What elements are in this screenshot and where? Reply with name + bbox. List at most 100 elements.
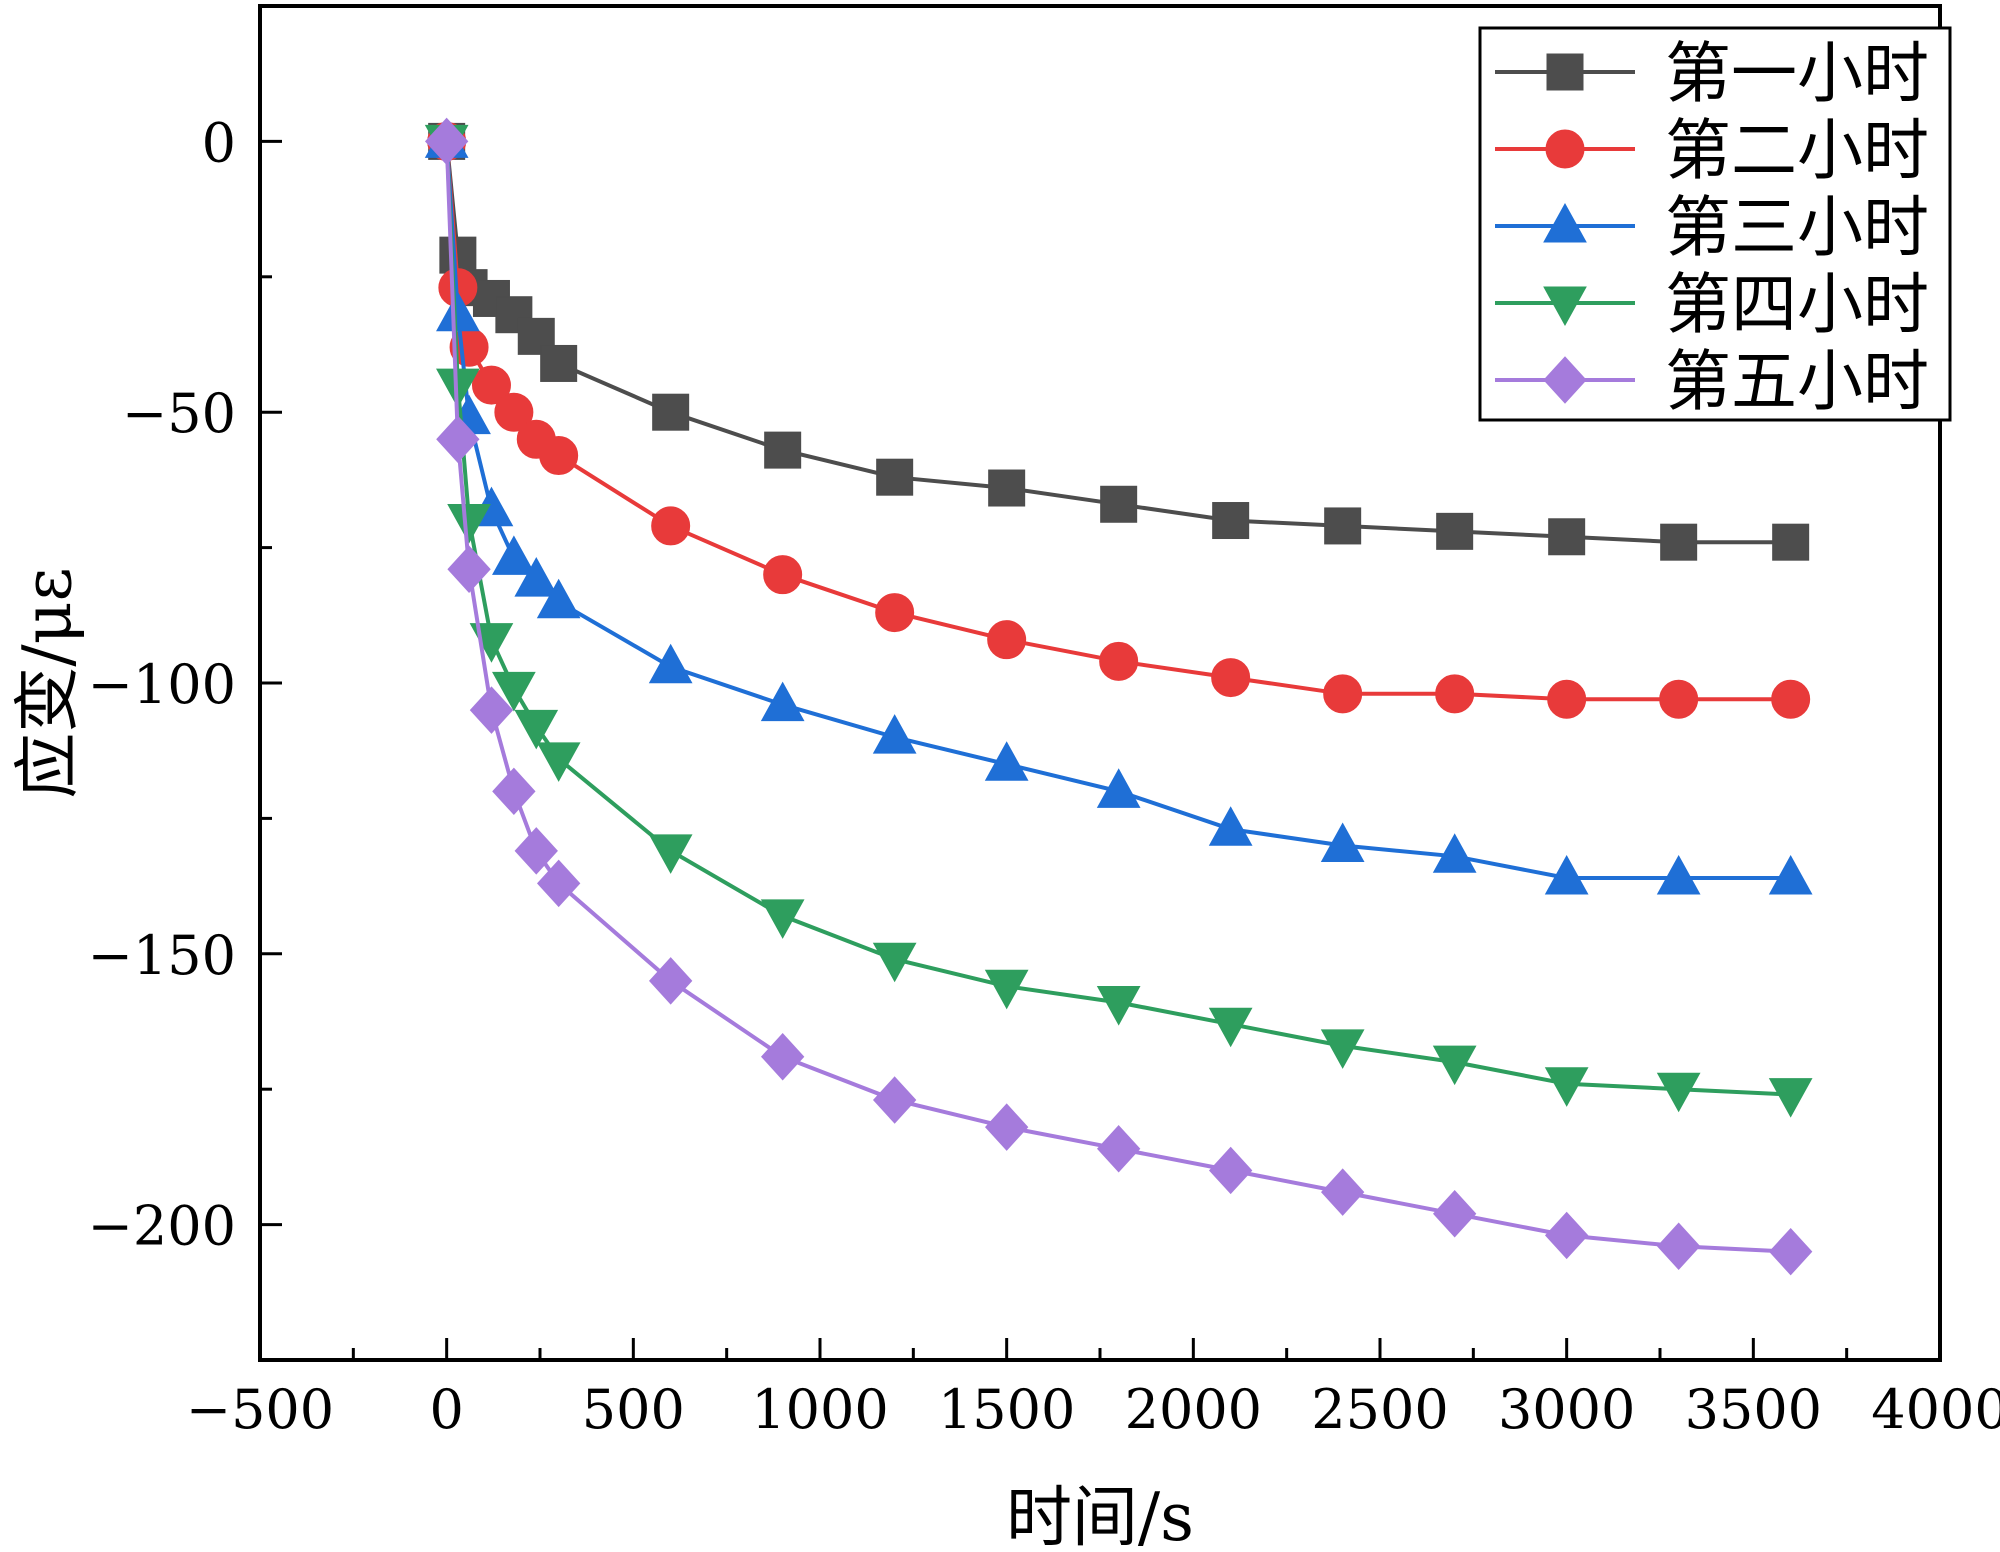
data-point xyxy=(536,742,581,782)
data-point xyxy=(514,827,558,875)
data-point xyxy=(447,545,491,594)
data-point xyxy=(872,942,917,983)
data-point xyxy=(1544,1211,1589,1260)
x-tick-label: 2000 xyxy=(1125,1378,1262,1441)
y-axis: 0 −50 −100 −150 −200 xyxy=(88,4,282,1362)
x-tick-label: 3000 xyxy=(1498,1378,1635,1441)
data-point xyxy=(1323,674,1363,714)
legend-marker xyxy=(1543,202,1587,243)
x-tick-label: 3500 xyxy=(1685,1378,1822,1441)
series-line xyxy=(444,141,1791,1097)
data-point xyxy=(514,557,559,597)
data-point xyxy=(1544,1067,1589,1107)
data-point xyxy=(1211,658,1251,698)
data-point xyxy=(1324,507,1362,545)
legend-label: 第二小时 xyxy=(1665,112,1929,189)
data-point xyxy=(760,899,805,939)
legend-marker xyxy=(1543,286,1587,327)
x-tick-label: 0 xyxy=(429,1378,463,1441)
data-point xyxy=(1208,1007,1253,1048)
data-point xyxy=(648,643,693,684)
data-point xyxy=(763,555,803,595)
data-point xyxy=(536,578,581,619)
data-point xyxy=(492,767,536,816)
data-point xyxy=(540,344,578,382)
data-point xyxy=(876,458,914,496)
data-point xyxy=(988,469,1026,507)
data-point xyxy=(760,1032,805,1081)
y-tick-label: 0 xyxy=(202,111,236,174)
data-point xyxy=(1320,822,1365,862)
data-point xyxy=(1660,523,1698,561)
data-point xyxy=(1435,674,1475,714)
data-point xyxy=(984,969,1029,1010)
data-point xyxy=(1768,1078,1813,1118)
data-point xyxy=(1099,641,1139,681)
legend-marker xyxy=(1543,356,1587,404)
data-point xyxy=(764,431,802,469)
data-point xyxy=(652,393,690,431)
x-axis: −500 0 500 1000 1500 2000 2500 3000 3500 4000 xyxy=(186,1338,2000,1441)
data-point xyxy=(1656,1072,1701,1113)
series-1 xyxy=(428,122,1810,561)
data-point xyxy=(1096,1125,1141,1173)
data-point xyxy=(494,392,534,432)
x-tick-label: 1000 xyxy=(751,1378,888,1441)
data-point xyxy=(1544,854,1589,895)
data-point xyxy=(492,535,536,575)
data-point xyxy=(984,741,1029,781)
x-axis-label: 时间/s xyxy=(1006,1479,1194,1552)
series-2 xyxy=(427,121,1811,719)
data-point xyxy=(539,436,579,476)
data-point xyxy=(984,1103,1029,1151)
data-point xyxy=(469,686,514,734)
series-line xyxy=(444,141,1791,1254)
legend-entry: 第三小时 xyxy=(1495,189,1929,266)
legend-label: 第四小时 xyxy=(1665,266,1929,343)
data-point xyxy=(1100,485,1138,523)
data-point xyxy=(1771,679,1811,719)
data-point xyxy=(424,117,469,166)
legend-label: 第三小时 xyxy=(1665,189,1929,266)
data-point xyxy=(1547,679,1587,719)
data-point xyxy=(1432,1190,1477,1238)
data-point xyxy=(1768,854,1813,895)
data-point xyxy=(651,506,691,546)
y-axis-label: 应变/με xyxy=(9,567,86,798)
legend-entry: 第一小时 xyxy=(1495,35,1929,112)
data-point xyxy=(1656,1222,1701,1271)
data-point xyxy=(760,681,805,722)
data-point xyxy=(1320,1029,1365,1069)
legend-label: 第五小时 xyxy=(1665,343,1929,420)
data-point xyxy=(648,834,693,874)
x-tick-label: 500 xyxy=(582,1378,685,1441)
legend-label: 第一小时 xyxy=(1665,35,1929,112)
data-point xyxy=(1096,986,1141,1026)
data-point xyxy=(875,593,915,633)
data-point xyxy=(1656,854,1701,895)
legend-marker xyxy=(1546,53,1584,91)
data-point xyxy=(1548,518,1586,556)
data-point xyxy=(471,365,511,405)
data-point xyxy=(436,415,480,464)
legend-entry: 第五小时 xyxy=(1495,343,1929,420)
y-tick-label: −200 xyxy=(88,1195,236,1258)
data-point xyxy=(1432,1045,1477,1086)
data-point xyxy=(648,957,693,1005)
x-tick-label: 2500 xyxy=(1311,1378,1448,1441)
data-point xyxy=(987,620,1027,660)
data-point xyxy=(1432,833,1477,873)
x-tick-label: −500 xyxy=(186,1378,334,1441)
x-tick-label: 4000 xyxy=(1871,1378,2000,1441)
data-point xyxy=(1212,502,1250,540)
data-point xyxy=(1096,768,1141,808)
y-tick-label: −50 xyxy=(122,382,236,445)
data-point xyxy=(1659,679,1699,719)
data-point xyxy=(536,859,581,908)
data-point xyxy=(1772,523,1810,561)
y-tick-label: −150 xyxy=(88,924,236,987)
data-point xyxy=(1208,1146,1253,1195)
series-5 xyxy=(424,117,1813,1276)
